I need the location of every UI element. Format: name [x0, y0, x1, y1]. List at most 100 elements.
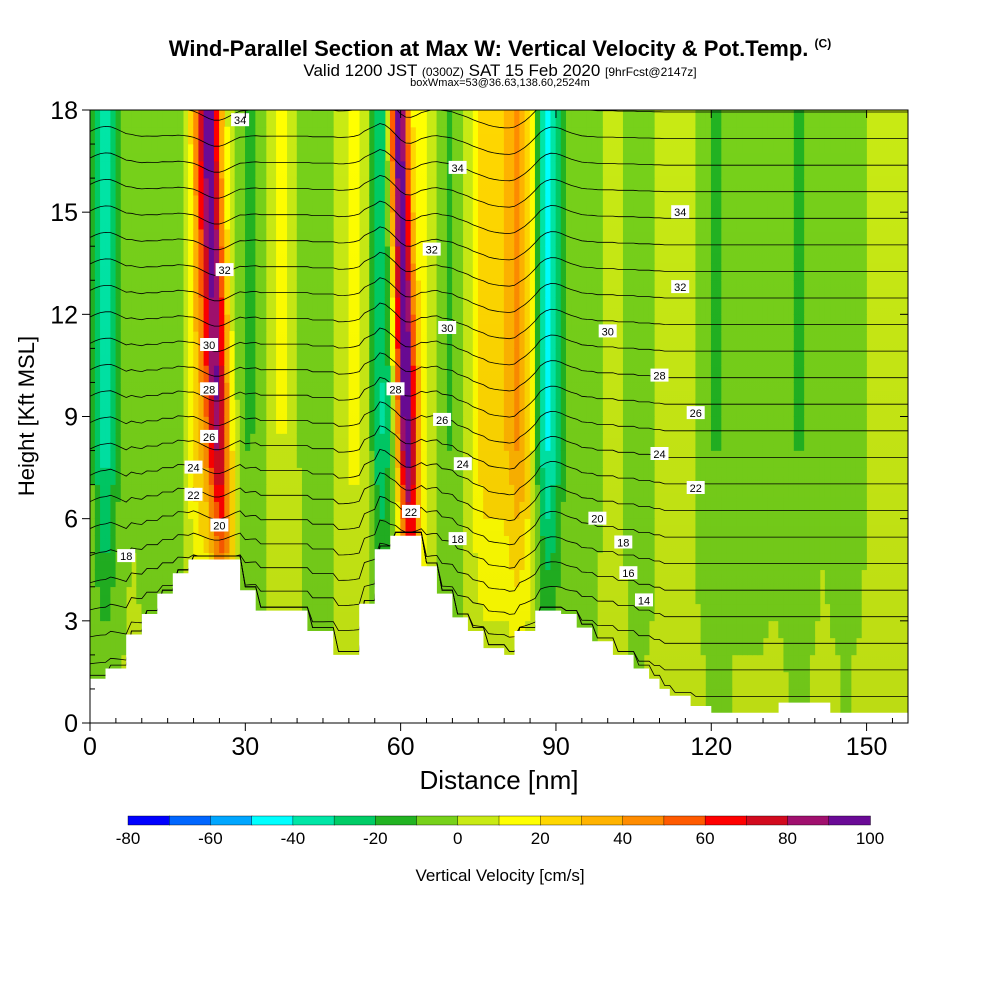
contour-label-text: 32: [674, 282, 686, 294]
contour-label-text: 32: [426, 245, 438, 257]
subtitle-zulu: (0300Z): [421, 65, 464, 79]
contour-label: 34: [231, 113, 250, 127]
theta-contour-line: [90, 495, 908, 546]
colorbar-swatch: [498, 815, 541, 826]
colorbar-tick-label: 20: [531, 829, 550, 848]
contour-label-text: 28: [203, 384, 215, 396]
chart-subtitle: Valid 1200 JST (0300Z) SAT 15 Feb 2020 […: [0, 61, 1000, 81]
contour-label-bg: [386, 382, 405, 396]
contour-label-text: 16: [622, 568, 634, 580]
box-wmax-caption: boxWmax=53@36.63,138.60,2524m: [410, 77, 590, 89]
contour-label-bg: [184, 487, 203, 501]
contour-label-text: 18: [120, 551, 132, 563]
colorbar-tick-label: 40: [613, 829, 632, 848]
contour-label-bg: [200, 429, 219, 443]
contour-label: 22: [402, 504, 420, 519]
contour-label-bg: [671, 205, 690, 219]
contour-label-bg: [210, 518, 229, 532]
contour-label-bg: [448, 160, 467, 174]
contour-label: 26: [433, 412, 452, 427]
copyright-mark: (C): [814, 36, 832, 51]
colorbar-swatch: [540, 815, 583, 826]
contour-label-bg: [117, 549, 136, 563]
x-axis-label: Distance [nm]: [420, 765, 579, 795]
colorbar-swatch: [581, 815, 624, 826]
contour-label: 18: [117, 549, 136, 563]
contour-label-bg: [402, 504, 420, 518]
contour-label-text: 24: [457, 459, 469, 471]
contour-label-text: 30: [203, 340, 215, 352]
theta-contour-line: [90, 352, 908, 392]
subtitle-date: SAT 15 Feb 2020: [468, 61, 601, 80]
colorbar-tick-label: -60: [198, 829, 223, 848]
contour-label: 28: [650, 368, 669, 383]
contour-label-bg: [650, 368, 669, 382]
terrain-silhouette: [90, 535, 908, 723]
theta-contour-line: [90, 376, 908, 418]
contour-label: 18: [614, 535, 633, 550]
contour-label: 18: [448, 532, 467, 546]
contour-label: 14: [635, 593, 653, 607]
colorbar-swatch: [251, 815, 294, 826]
x-tick-label: 120: [690, 733, 732, 761]
theta-contour-line: [90, 123, 908, 155]
contour-label: 32: [422, 242, 441, 257]
contour-label: 30: [438, 321, 457, 335]
contour-label: 32: [215, 263, 234, 277]
x-tick-label: 90: [542, 733, 570, 761]
contour-label-bg: [686, 481, 705, 494]
y-tick-label: 3: [64, 608, 78, 636]
contour-label: 24: [650, 447, 669, 461]
contour-label: 26: [686, 406, 705, 420]
contour-label: 32: [671, 280, 690, 294]
contour-label: 30: [598, 324, 617, 338]
contour-label-text: 20: [213, 521, 225, 533]
contour-label-text: 34: [674, 207, 686, 219]
colorbar-swatch: [292, 815, 335, 826]
chart-title-text: Wind-Parallel Section at Max W: Vertical…: [168, 36, 809, 61]
contour-label-bg: [686, 406, 705, 420]
colorbar-swatch: [663, 815, 706, 826]
colorbar-swatch: [704, 815, 748, 826]
contour-label-text: 28: [653, 371, 665, 383]
contour-label-text: 34: [451, 163, 463, 175]
x-tick-label: 60: [387, 733, 415, 761]
chart-title: Wind-Parallel Section at Max W: Vertical…: [0, 36, 1000, 62]
contour-label-bg: [650, 447, 669, 460]
contour-label-text: 18: [451, 534, 463, 546]
contour-label: 30: [200, 338, 219, 352]
colorbar-swatch: [127, 815, 170, 826]
contour-label: 22: [184, 487, 203, 502]
contour-label-text: 34: [234, 115, 246, 127]
contour-label: 24: [184, 460, 203, 475]
contour-label-text: 28: [389, 384, 401, 396]
contour-label-bg: [433, 412, 452, 426]
colorbar-swatch: [457, 815, 500, 826]
contour-label-text: 24: [653, 449, 665, 461]
theta-contour-line: [90, 425, 908, 470]
contour-label-text: 22: [187, 490, 199, 502]
contour-label: 24: [453, 457, 472, 471]
colorbar-swatch: [828, 815, 871, 826]
contour-label: 20: [588, 511, 607, 526]
contour-label: 26: [200, 429, 219, 444]
theta-contour-line: [90, 401, 908, 444]
contour-label: 34: [448, 160, 467, 175]
colorbar-swatch: [169, 815, 212, 826]
colorbar-tick-label: 60: [696, 829, 715, 848]
colorbar-tick-label: 100: [856, 829, 884, 848]
y-tick-label: 18: [50, 97, 78, 125]
colorbar-swatch: [333, 815, 377, 826]
contour-label-bg: [598, 324, 617, 338]
theta-contour-line: [90, 277, 908, 313]
x-tick-label: 150: [846, 733, 888, 761]
x-tick-label: 0: [83, 733, 97, 761]
theta-contour-line: [90, 174, 908, 208]
y-tick-label: 9: [64, 404, 78, 432]
subtitle-forecast: [9hrFcst@2147z]: [605, 65, 697, 79]
theta-contour-line: [138, 110, 908, 129]
contour-label-bg: [231, 113, 250, 127]
colorbar-tick-label: 0: [453, 829, 462, 848]
contour-label-bg: [422, 242, 441, 256]
theta-contour-line: [90, 472, 908, 522]
